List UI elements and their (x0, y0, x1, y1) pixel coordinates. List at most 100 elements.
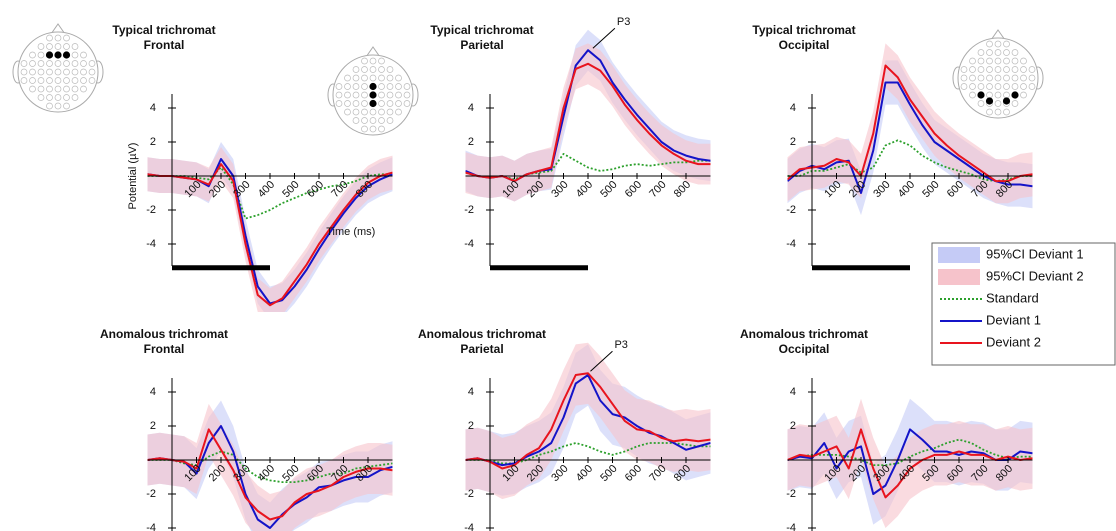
legend-swatch (938, 247, 980, 263)
electrode (54, 34, 62, 42)
y-tick-label: -2 (464, 204, 474, 216)
electrode (54, 60, 62, 67)
annotation-leader (590, 350, 613, 372)
electrode-selected (369, 82, 377, 91)
x-tick-label: 600 (623, 179, 644, 200)
panel-subtitle: Frontal (144, 38, 185, 52)
electrode (369, 66, 377, 73)
plot-area (147, 142, 393, 312)
electrode (969, 57, 976, 65)
electrode (369, 108, 377, 116)
panel-subtitle: Parietal (460, 342, 503, 356)
panel-subtitle: Occipital (779, 38, 830, 52)
electrode-selected (369, 91, 377, 99)
electrode (960, 83, 968, 90)
electrode (977, 83, 985, 90)
electrode (1011, 66, 1019, 73)
electrode (352, 117, 360, 124)
electrode (352, 66, 360, 73)
y-tick-label: 4 (150, 102, 156, 114)
electrode (335, 83, 343, 90)
head-icon (952, 29, 1044, 119)
electrode (46, 43, 53, 50)
x-tick-label: 500 (598, 463, 619, 484)
x-axis-label: Time (ms) (326, 226, 375, 238)
electrode (1028, 83, 1036, 90)
series-line (465, 62, 711, 183)
series-line (465, 442, 711, 465)
electrode (1003, 74, 1010, 82)
x-tick-label: 400 (896, 179, 917, 200)
electrode (994, 49, 1002, 56)
y-tick-label: 4 (468, 386, 474, 398)
y-tick-label: -2 (464, 488, 474, 500)
electrode (386, 117, 394, 124)
electrode (386, 66, 394, 73)
electrode (29, 85, 36, 93)
electrode (361, 66, 368, 73)
ci-band (147, 403, 393, 531)
electrode (986, 83, 993, 90)
electrode (46, 34, 53, 42)
electrode (386, 91, 394, 99)
ci-band (147, 147, 393, 312)
plot-area (465, 29, 711, 202)
electrode-selected (1011, 91, 1019, 99)
electrode (1028, 66, 1036, 73)
series-line (147, 163, 393, 307)
electrode (335, 100, 343, 107)
electrode (1020, 57, 1027, 65)
panel-title: Typical trichromat (112, 23, 215, 37)
head-outline (957, 37, 1039, 119)
y-tick-label: 2 (468, 136, 474, 148)
electrode (352, 100, 360, 107)
electrode (986, 66, 993, 73)
electrode (378, 125, 385, 133)
electrode (37, 51, 45, 59)
electrode (977, 74, 985, 82)
electrode (29, 68, 36, 76)
electrode (969, 83, 976, 90)
electrode-selected (1002, 97, 1011, 105)
x-tick-label: 500 (598, 179, 619, 200)
electrode (986, 74, 993, 82)
y-tick-label: -4 (464, 522, 474, 531)
electrode (361, 74, 368, 82)
electrode (1020, 66, 1027, 73)
electrode (986, 57, 993, 65)
electrode (37, 85, 45, 93)
electrode (1020, 83, 1027, 90)
x-tick-label: 600 (305, 179, 326, 200)
y-tick-label: 2 (150, 420, 156, 432)
electrode (63, 60, 70, 67)
electrode (80, 85, 87, 93)
x-tick-label: 400 (256, 179, 277, 200)
electrode (63, 43, 70, 50)
electrode (395, 100, 402, 107)
electrode (361, 91, 368, 99)
electrode (63, 94, 70, 101)
electrode (994, 83, 1002, 90)
electrode (960, 66, 968, 73)
electrode (344, 83, 351, 90)
electrode-selected (54, 51, 62, 59)
electrode (369, 74, 377, 82)
electrode (994, 108, 1002, 116)
electrode (29, 77, 36, 84)
panel-subtitle: Occipital (779, 342, 830, 356)
electrode (344, 100, 351, 107)
electrode (361, 100, 368, 107)
series-line (465, 372, 711, 470)
electrode (386, 108, 394, 116)
electrode (37, 68, 45, 76)
panel-subtitle: Parietal (460, 38, 503, 52)
electrode (378, 74, 385, 82)
electrode (386, 74, 394, 82)
y-tick-label: -4 (146, 238, 156, 250)
y-tick-label: -2 (786, 488, 796, 500)
electrode (361, 117, 368, 124)
y-tick-label: -2 (146, 204, 156, 216)
electrode (29, 51, 36, 59)
